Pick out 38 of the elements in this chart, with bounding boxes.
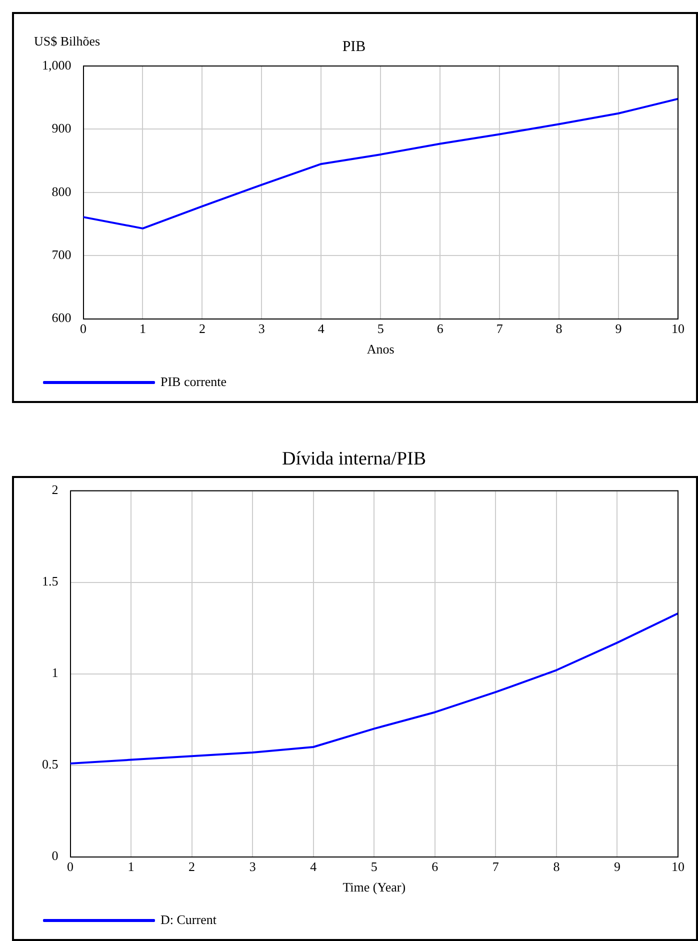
x-tick-label: 0	[80, 321, 86, 336]
x-tick-label: 3	[249, 859, 256, 874]
y-tick-label: 600	[52, 310, 72, 326]
x-tick-label: 7	[496, 321, 504, 336]
x-tick-label: 6	[432, 859, 439, 874]
x-axis-title: Time (Year)	[342, 880, 406, 895]
y-tick-label: 900	[52, 120, 72, 136]
chart-title: Dívida interna/PIB	[282, 448, 426, 470]
x-tick-label: 6	[436, 321, 444, 336]
x-tick-label: 4	[310, 859, 318, 874]
x-tick-label: 7	[492, 859, 500, 874]
x-tick-label: 1	[139, 321, 146, 336]
x-tick-label: 2	[188, 859, 196, 874]
y-axis-title: US$ Bilhões	[34, 33, 100, 48]
x-tick-label: 5	[377, 321, 384, 336]
text: PIB corrente	[160, 374, 227, 389]
text: D: Current	[160, 912, 217, 927]
y-tick-label: 1	[52, 665, 58, 680]
x-tick-label: 5	[370, 859, 378, 874]
x-tick-label: 9	[615, 321, 622, 336]
x-tick-label: 10	[672, 321, 684, 336]
x-tick-label: 8	[553, 859, 560, 874]
x-tick-label: 8	[556, 321, 562, 336]
y-tick-label: 0.5	[42, 756, 58, 772]
x-tick-label: 10	[672, 859, 684, 874]
y-tick-label: 800	[52, 184, 72, 199]
y-tick-label: 700	[52, 247, 72, 262]
x-tick-label: 3	[258, 321, 265, 336]
chart-title: PIB	[342, 38, 366, 55]
y-tick-label: 2	[52, 482, 58, 498]
y-tick-label: 1,000	[42, 57, 72, 72]
y-tick-label: 0	[52, 848, 58, 864]
x-tick-label: 4	[318, 321, 325, 336]
y-tick-label: 1.5	[42, 574, 58, 589]
x-tick-label: 1	[128, 859, 134, 874]
x-tick-label: 2	[198, 321, 206, 336]
x-axis-title: Anos	[366, 342, 394, 357]
x-tick-label: 9	[614, 859, 620, 874]
